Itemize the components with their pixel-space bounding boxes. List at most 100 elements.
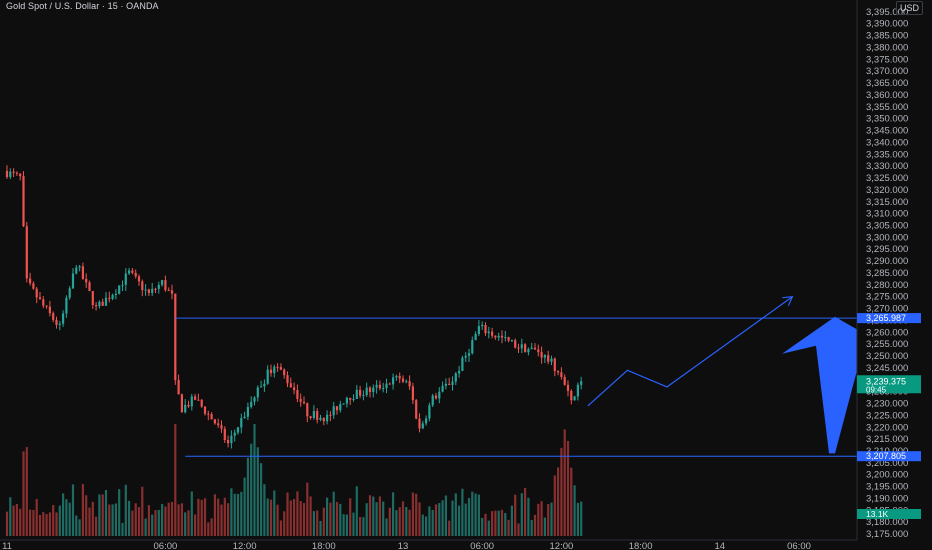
candle-body xyxy=(530,347,533,350)
volume-bar xyxy=(22,451,25,536)
candle-body xyxy=(243,416,246,419)
candle-body xyxy=(491,331,494,336)
candle-body xyxy=(230,435,233,444)
volume-bar xyxy=(55,512,58,536)
candle-body xyxy=(68,288,71,298)
volume-bar xyxy=(296,491,299,536)
candle-body xyxy=(58,323,61,325)
candle-body xyxy=(444,383,447,386)
volume-bar xyxy=(527,497,530,536)
candle-body xyxy=(392,377,395,385)
candle-body xyxy=(566,384,570,391)
volume-bar xyxy=(213,494,216,536)
volume-bar xyxy=(576,502,579,536)
volume-bar xyxy=(362,517,365,536)
volume-bar xyxy=(464,503,467,536)
volume-bar xyxy=(68,502,71,536)
volume-bar xyxy=(504,512,507,536)
volume-bar xyxy=(141,486,144,536)
volume-bar xyxy=(289,500,292,536)
candle-body xyxy=(375,384,378,388)
volume-bar xyxy=(200,499,203,536)
candle-body xyxy=(289,383,292,388)
volume-bar xyxy=(147,505,150,536)
candle-body xyxy=(500,335,504,338)
volume-bar xyxy=(250,443,253,536)
candle-body xyxy=(213,419,216,424)
y-tick-label: 3,305.000 xyxy=(866,220,908,231)
volume-bar xyxy=(428,506,431,536)
candle-body xyxy=(151,288,154,293)
candle-body xyxy=(15,172,18,174)
volume-bar xyxy=(42,511,45,536)
candle-body xyxy=(415,400,418,419)
volume-bar xyxy=(263,484,266,536)
volume-bar xyxy=(190,491,193,536)
y-tick-label: 3,270.000 xyxy=(866,304,908,315)
candle-body xyxy=(388,383,391,385)
candle-body xyxy=(111,294,114,299)
y-tick-label: 3,390.000 xyxy=(866,19,908,30)
volume-bar xyxy=(543,517,546,536)
candle-body xyxy=(217,423,220,426)
candle-body xyxy=(12,171,15,173)
volume-bar xyxy=(177,504,180,536)
volume-bar xyxy=(184,512,187,536)
candles xyxy=(5,165,583,449)
volume-bar xyxy=(104,490,108,536)
y-tick-label: 3,280.000 xyxy=(866,280,908,291)
candle-body xyxy=(141,281,144,291)
y-tick-label: 3,205.000 xyxy=(866,458,908,469)
y-tick-label: 3,260.000 xyxy=(866,327,908,338)
volume-bar xyxy=(481,517,484,536)
volume-bar xyxy=(329,502,332,536)
candle-body xyxy=(174,293,177,381)
candle-body xyxy=(372,387,375,393)
volume-bar xyxy=(227,503,230,536)
volume-bar xyxy=(230,488,233,536)
volume-bar xyxy=(477,494,480,536)
volume-bar xyxy=(494,510,497,536)
currency-button[interactable]: USD xyxy=(895,1,923,15)
y-tick-label: 3,310.000 xyxy=(866,209,908,220)
volume-bar xyxy=(405,506,408,536)
volume-bar xyxy=(65,499,68,536)
candle-body xyxy=(250,401,253,407)
volume-bar xyxy=(563,429,566,536)
candle-body xyxy=(223,428,226,440)
candle-body xyxy=(563,377,566,385)
symbol-title[interactable]: Gold Spot / U.S. Dollar · 15 · OANDA xyxy=(6,1,159,11)
candle-body xyxy=(233,432,236,436)
candle-body xyxy=(164,280,167,291)
candle-body xyxy=(425,418,428,424)
volume-bar xyxy=(431,509,434,536)
candle-body xyxy=(467,353,471,356)
candle-body xyxy=(507,337,510,341)
candle-body xyxy=(279,367,282,370)
candle-body xyxy=(487,331,490,334)
volume-bar xyxy=(533,514,537,536)
volume-bar xyxy=(174,424,177,536)
candle-body xyxy=(35,288,38,298)
x-tick-label: 12:00 xyxy=(550,541,574,550)
x-axis-ticks: 11 06:00 12:00 18:00 13 06:00 12:00 18:00 14 06:0… xyxy=(2,541,811,550)
candle-body xyxy=(302,401,306,404)
candle-body xyxy=(477,326,480,335)
volume-bar xyxy=(38,514,42,536)
volume-bar xyxy=(580,501,583,536)
volume-bar xyxy=(85,495,88,536)
candle-body xyxy=(408,381,411,387)
candle-body xyxy=(537,349,540,353)
volume-bar xyxy=(497,510,500,536)
x-tick-label: 18:00 xyxy=(312,541,336,550)
volume-bar xyxy=(398,507,401,536)
volume-bar xyxy=(332,491,335,536)
volume-bar xyxy=(326,497,329,536)
y-tick-label: 3,355.000 xyxy=(866,102,908,113)
candle-body xyxy=(326,414,329,422)
candle-body xyxy=(520,344,523,349)
volume-bar xyxy=(154,510,157,536)
candle-body xyxy=(454,373,457,382)
volume-bar xyxy=(118,489,121,536)
